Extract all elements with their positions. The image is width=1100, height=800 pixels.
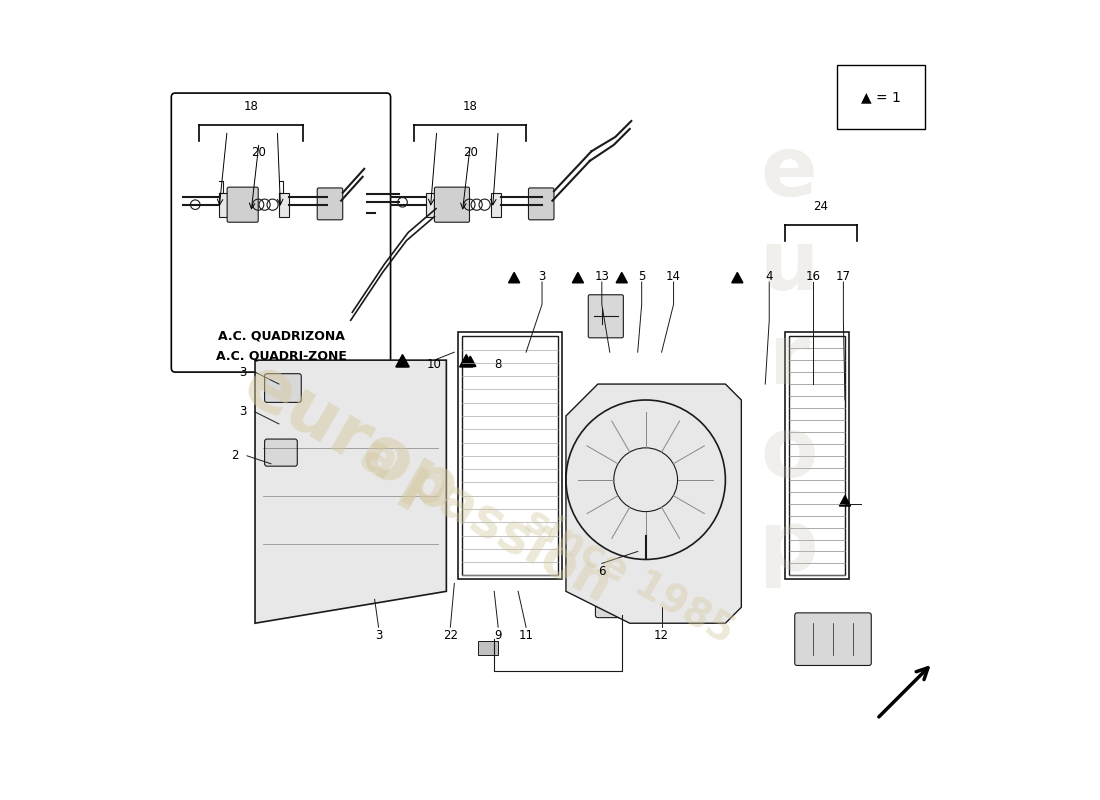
Text: 11: 11 — [518, 629, 534, 642]
Polygon shape — [464, 356, 476, 366]
Text: 20: 20 — [463, 146, 477, 159]
Text: 9: 9 — [494, 629, 502, 642]
Text: e
u
r
o
p: e u r o p — [759, 132, 820, 588]
FancyBboxPatch shape — [265, 374, 301, 402]
Text: A.C. QUADRI-ZONE: A.C. QUADRI-ZONE — [216, 350, 346, 362]
FancyBboxPatch shape — [265, 439, 297, 466]
Text: 3: 3 — [240, 366, 246, 378]
Text: 4: 4 — [766, 270, 773, 283]
Text: 3: 3 — [538, 270, 546, 283]
FancyBboxPatch shape — [794, 613, 871, 666]
Polygon shape — [839, 496, 850, 506]
Text: 13: 13 — [594, 270, 609, 283]
FancyBboxPatch shape — [592, 471, 618, 494]
Polygon shape — [396, 354, 409, 367]
Text: 17: 17 — [836, 270, 851, 283]
Bar — [491, 193, 501, 217]
Polygon shape — [616, 273, 627, 283]
Text: ▲ = 1: ▲ = 1 — [861, 90, 901, 104]
Text: 8: 8 — [495, 358, 502, 370]
Text: 18: 18 — [243, 100, 258, 113]
Text: 10: 10 — [427, 358, 442, 370]
Polygon shape — [732, 273, 742, 283]
Text: 6: 6 — [598, 565, 606, 578]
Text: 24: 24 — [814, 200, 828, 213]
Polygon shape — [565, 384, 741, 623]
Text: 3: 3 — [375, 629, 383, 642]
Text: 20: 20 — [252, 146, 266, 159]
Bar — [462, 336, 558, 575]
Text: 5: 5 — [638, 270, 646, 283]
FancyBboxPatch shape — [528, 188, 554, 220]
Text: 12: 12 — [654, 629, 669, 642]
Bar — [219, 193, 229, 217]
FancyBboxPatch shape — [588, 294, 624, 338]
Text: 22: 22 — [443, 629, 458, 642]
FancyBboxPatch shape — [595, 557, 696, 618]
Bar — [279, 193, 288, 217]
Polygon shape — [255, 360, 447, 623]
Text: a passion: a passion — [351, 426, 622, 613]
Text: since 1985: since 1985 — [518, 500, 741, 650]
Bar — [789, 336, 845, 575]
Polygon shape — [508, 273, 519, 283]
Bar — [427, 193, 436, 217]
Text: 16: 16 — [805, 270, 821, 283]
FancyBboxPatch shape — [172, 93, 390, 372]
Text: 3: 3 — [240, 406, 246, 418]
Bar — [785, 332, 849, 579]
FancyBboxPatch shape — [227, 187, 258, 222]
Polygon shape — [397, 356, 408, 366]
Bar — [837, 65, 925, 129]
Text: europ: europ — [231, 350, 471, 529]
Text: A.C. QUADRIZONA: A.C. QUADRIZONA — [218, 330, 344, 342]
Text: 14: 14 — [667, 270, 681, 283]
FancyBboxPatch shape — [434, 187, 470, 222]
Text: 18: 18 — [463, 100, 477, 113]
FancyBboxPatch shape — [317, 188, 343, 220]
Bar — [459, 332, 562, 579]
Polygon shape — [460, 354, 473, 367]
Bar — [478, 641, 498, 655]
Polygon shape — [572, 273, 583, 283]
Text: 2: 2 — [231, 450, 239, 462]
